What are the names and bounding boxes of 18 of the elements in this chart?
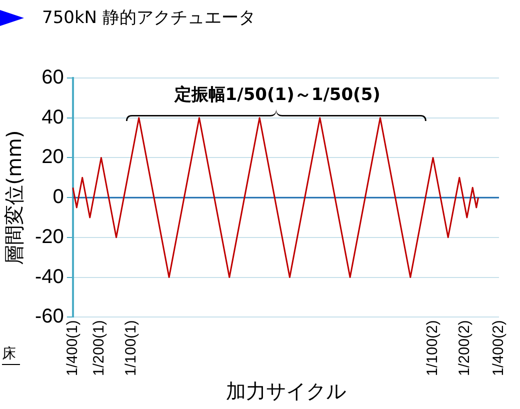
y-tick-label: -60: [35, 306, 64, 328]
text: 床: [2, 345, 20, 365]
annotation: 定振幅1/50(1)～1/50(5): [174, 84, 380, 106]
x-tick-label: 1/200(2): [456, 320, 474, 376]
y-tick-label: 40: [42, 106, 64, 128]
x-tick-label: 1/100(2): [424, 320, 442, 376]
x-tick-label: 1/400(2): [490, 320, 508, 376]
x-tick-label: 1/200(1): [90, 320, 108, 376]
y-tick-label: 60: [42, 66, 64, 89]
x-axis-title: 加力サイクル: [226, 379, 346, 404]
y-tick-label: -40: [35, 266, 64, 288]
y-axis-title: 層間変位(mm): [2, 130, 26, 265]
x-tick-label: 1/400(1): [64, 320, 82, 376]
y-tick-label: 20: [42, 146, 64, 168]
chart-title: 750kN 静的アクチュエータ: [42, 7, 256, 29]
y-tick-label: 0: [52, 186, 64, 208]
x-tick-label: 1/100(1): [122, 320, 140, 376]
y-tick-label: -20: [35, 226, 64, 248]
